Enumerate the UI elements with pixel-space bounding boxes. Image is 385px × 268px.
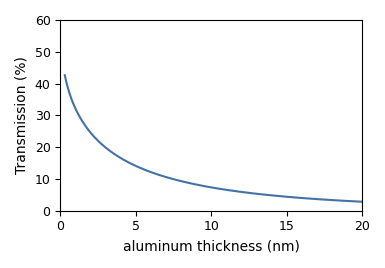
X-axis label: aluminum thickness (nm): aluminum thickness (nm) xyxy=(123,239,300,253)
Y-axis label: Transmission (%): Transmission (%) xyxy=(15,57,29,174)
